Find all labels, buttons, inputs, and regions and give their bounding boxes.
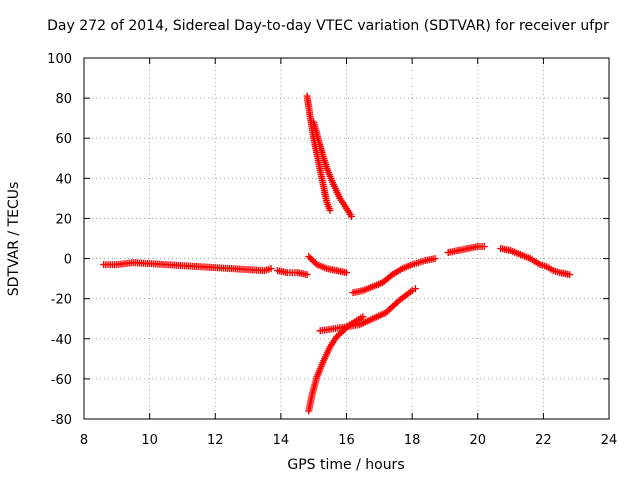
y-tick-label: 60 [55,132,72,147]
x-tick-label: 24 [601,433,618,448]
y-tick-label: -40 [51,333,72,348]
data-point [303,271,311,279]
data-point [347,212,355,220]
plot-border [83,57,610,420]
data-point [480,243,488,251]
y-tick-label: 80 [55,92,72,107]
y-tick-label: -60 [51,373,72,388]
data-point [306,254,314,262]
data-point [431,255,439,263]
series-arc-7 [316,285,419,335]
x-tick-label: 16 [338,433,355,448]
x-tick-label: 10 [141,433,158,448]
x-axis-label: GPS time / hours [287,457,404,473]
data-point [305,253,313,261]
chart-title: Day 272 of 2014, Sidereal Day-to-day VTE… [47,18,609,34]
y-tick-label: -20 [51,293,72,308]
series-arc-4 [310,118,355,220]
data-point [308,256,316,264]
series-arc-8 [349,255,439,297]
y-axis-ticks: -80 -60 -40 -20 0 20 40 60 80 100 [47,52,609,428]
x-tick-label: 20 [469,433,486,448]
y-tick-label: 0 [64,253,72,268]
y-tick-label: 100 [47,52,72,67]
data-point [326,206,334,214]
series-arc-5 [305,253,350,277]
series-arc-10 [497,245,574,279]
x-tick-label: 18 [404,433,421,448]
series-arc-9 [444,243,488,257]
x-axis-ticks: 8 10 12 14 16 18 20 22 24 [80,58,617,448]
data-point [343,269,350,277]
y-axis-label: SDTVAR / TECUs [6,182,22,297]
data-point [411,285,419,293]
series-arc-3 [303,92,334,214]
x-tick-label: 12 [207,433,224,448]
x-tick-label: 8 [80,433,88,448]
grid [84,58,609,419]
data-points [100,92,574,415]
data-point [566,271,574,279]
y-tick-label: -80 [51,413,72,428]
y-tick-label: 20 [55,212,72,227]
y-tick-label: 40 [55,172,72,187]
x-tick-label: 14 [273,433,290,448]
series-arc-2 [274,267,311,279]
series-arc-1 [100,259,275,275]
data-point [267,265,275,273]
data-point [359,313,367,321]
x-tick-label: 22 [535,433,552,448]
